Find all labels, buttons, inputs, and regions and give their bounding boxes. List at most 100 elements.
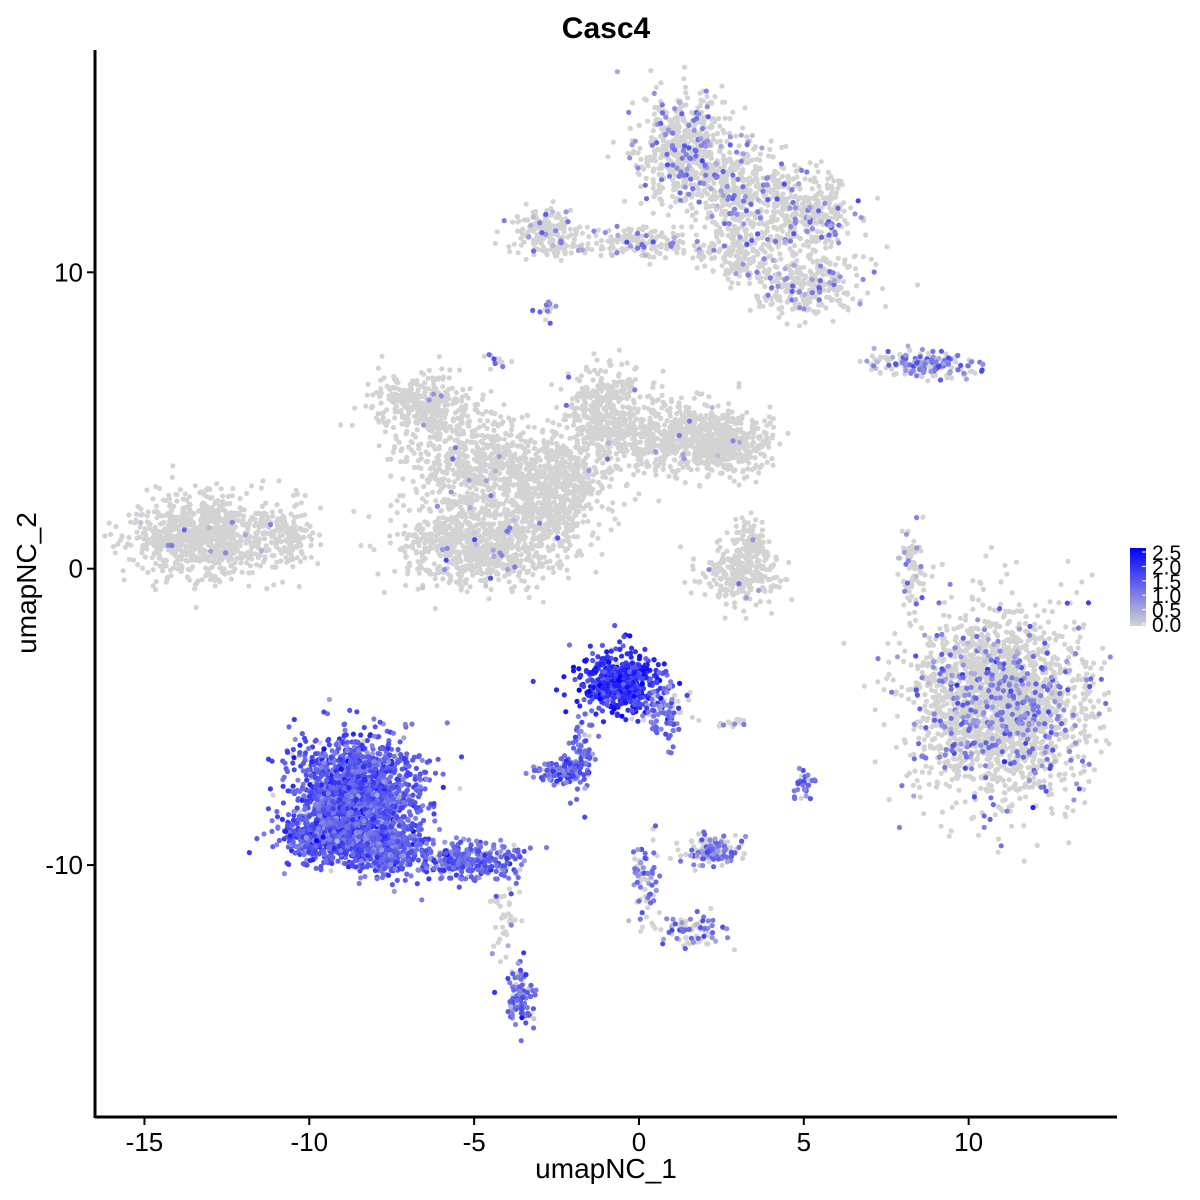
cell-point xyxy=(301,534,307,540)
cell-point xyxy=(178,522,184,528)
cell-point xyxy=(555,553,561,559)
cell-point xyxy=(500,419,506,425)
cell-point xyxy=(378,386,384,392)
cell-point xyxy=(459,420,465,426)
cell-point xyxy=(705,445,711,451)
cell-point xyxy=(430,464,436,470)
cell-point xyxy=(153,503,159,509)
cell-point xyxy=(436,446,442,452)
cell-point xyxy=(560,483,566,489)
cell-point xyxy=(447,367,453,373)
cell-point xyxy=(588,542,594,548)
cell-point xyxy=(478,438,484,445)
cell-point xyxy=(766,414,772,420)
cell-point xyxy=(245,536,251,542)
cell-point xyxy=(598,424,605,430)
cell-point xyxy=(509,422,515,428)
cell-point xyxy=(664,432,670,438)
cell-point xyxy=(523,466,529,472)
cell-point xyxy=(572,482,578,488)
cell-point xyxy=(416,538,422,544)
cell-point xyxy=(637,424,643,430)
cell-point xyxy=(651,408,657,414)
cell-point xyxy=(581,410,587,416)
cell-point xyxy=(549,440,555,446)
cell-point xyxy=(469,432,475,438)
cell-point xyxy=(770,424,777,430)
cell-point xyxy=(234,532,240,538)
cell-point xyxy=(697,422,703,429)
cell-point xyxy=(530,561,536,567)
cell-point xyxy=(220,529,226,535)
cell-point xyxy=(744,409,750,416)
cell-point xyxy=(187,511,193,517)
cell-point xyxy=(390,394,397,400)
cell-point xyxy=(485,433,491,439)
cell-point xyxy=(378,400,384,406)
cell-point xyxy=(364,392,370,398)
cell-point xyxy=(461,442,468,448)
cell-point xyxy=(456,453,463,459)
cell-point xyxy=(479,476,485,482)
cell-point xyxy=(555,484,561,490)
cell-point xyxy=(526,550,532,556)
cell-point xyxy=(736,482,742,488)
cell-point xyxy=(480,488,486,494)
cell-point xyxy=(470,572,476,578)
cell-point xyxy=(530,571,536,578)
cell-point xyxy=(318,542,324,548)
cell-point xyxy=(481,422,487,428)
cell-point xyxy=(411,539,417,545)
cell-point xyxy=(139,511,145,517)
cell-point xyxy=(258,485,264,491)
cell-point xyxy=(753,479,759,485)
cell-point xyxy=(227,500,233,507)
cell-point xyxy=(767,420,773,426)
cell-point xyxy=(279,519,285,525)
cell-point xyxy=(444,393,450,400)
cell-point xyxy=(440,484,446,490)
cell-point xyxy=(278,558,284,564)
cell-point xyxy=(554,448,560,454)
cell-point xyxy=(667,464,673,470)
cell-point xyxy=(457,574,464,580)
cell-point xyxy=(674,475,680,481)
cell-point xyxy=(405,564,411,570)
cell-point xyxy=(580,458,586,464)
cell-point xyxy=(385,418,391,424)
cell-point xyxy=(178,569,184,575)
cell-point xyxy=(723,421,729,427)
cell-point xyxy=(460,428,466,434)
cell-point xyxy=(283,522,289,528)
cell-point xyxy=(472,427,478,433)
cell-point xyxy=(422,380,428,386)
cell-point xyxy=(144,546,150,552)
cell-point xyxy=(766,444,772,450)
cell-point xyxy=(403,554,409,560)
cell-point xyxy=(427,434,433,440)
cell-point xyxy=(414,427,420,433)
cell-point xyxy=(464,589,470,595)
cell-point xyxy=(378,390,384,396)
cell-point xyxy=(726,401,732,407)
cell-point xyxy=(454,565,460,571)
cell-point xyxy=(228,576,234,582)
cell-point xyxy=(383,422,389,428)
cell-point xyxy=(604,421,611,427)
cell-point xyxy=(591,351,597,357)
cell-point xyxy=(704,403,710,409)
cell-point xyxy=(527,522,533,528)
cell-point xyxy=(574,393,580,400)
cell-point xyxy=(666,473,672,479)
cell-point xyxy=(558,433,565,439)
cell-point xyxy=(530,536,536,542)
cell-point xyxy=(688,467,694,473)
cell-point xyxy=(394,498,400,504)
cell-point xyxy=(640,434,647,440)
cell-point xyxy=(599,436,605,442)
cell-point xyxy=(391,374,397,380)
scatter-points-layer xyxy=(102,64,1113,1044)
cell-point xyxy=(470,482,477,488)
cell-point xyxy=(423,567,429,573)
